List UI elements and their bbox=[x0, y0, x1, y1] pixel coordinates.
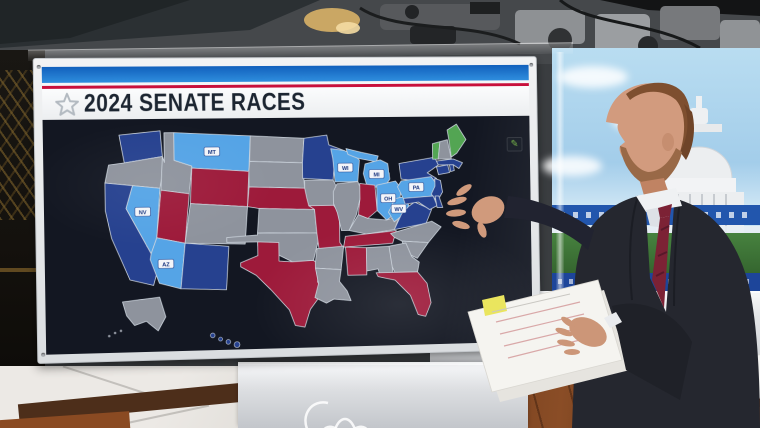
label-NV: NV bbox=[135, 207, 151, 216]
state-NV[interactable] bbox=[126, 185, 161, 254]
state-MI[interactable] bbox=[346, 148, 390, 187]
state-PA[interactable] bbox=[397, 177, 437, 199]
state-NY[interactable] bbox=[399, 157, 439, 183]
label-AZ: AZ bbox=[158, 259, 174, 268]
state-LA[interactable] bbox=[315, 267, 352, 303]
state-MO[interactable] bbox=[309, 205, 344, 249]
state-SD[interactable] bbox=[249, 161, 305, 189]
state-NC[interactable] bbox=[390, 221, 441, 243]
star-icon bbox=[55, 92, 80, 116]
presenter-right-hand bbox=[555, 316, 607, 355]
state-OH[interactable] bbox=[377, 181, 402, 220]
presenter-beard bbox=[620, 146, 682, 185]
presenter-tie bbox=[658, 204, 672, 218]
acrylic-panel-right-edge bbox=[556, 52, 564, 367]
svg-text:AZ: AZ bbox=[162, 262, 170, 268]
state-WI[interactable] bbox=[331, 148, 360, 182]
state-WA[interactable] bbox=[119, 131, 163, 163]
state-CA[interactable] bbox=[105, 182, 158, 286]
page-title: 2024 SENATE RACES bbox=[83, 88, 306, 118]
map-pedestal bbox=[238, 362, 528, 428]
state-ID[interactable] bbox=[160, 132, 192, 194]
label-PA: PA bbox=[409, 183, 424, 192]
state-HI[interactable] bbox=[210, 332, 240, 348]
svg-text:OH: OH bbox=[384, 197, 392, 203]
svg-text:WV: WV bbox=[394, 207, 403, 213]
state-MD[interactable] bbox=[403, 196, 437, 210]
state-KY[interactable] bbox=[349, 214, 400, 234]
svg-text:NV: NV bbox=[139, 210, 147, 216]
state-TX[interactable] bbox=[240, 241, 324, 329]
label-WV: WV bbox=[391, 204, 406, 213]
state-MA[interactable] bbox=[436, 159, 462, 169]
presenter-sleeve bbox=[504, 196, 594, 250]
state-IA[interactable] bbox=[305, 180, 339, 206]
aleutian-islands bbox=[107, 329, 123, 338]
label-MI: MI bbox=[369, 170, 384, 179]
state-FL[interactable] bbox=[376, 272, 431, 318]
state-GA[interactable] bbox=[387, 243, 419, 273]
sticky-note bbox=[482, 295, 507, 316]
presenter bbox=[446, 82, 760, 428]
label-MT: MT bbox=[204, 147, 220, 156]
studio-ceiling bbox=[0, 0, 760, 64]
state-KS[interactable] bbox=[257, 208, 317, 234]
title-banner: 2024 SENATE RACES bbox=[42, 85, 530, 120]
us-states[interactable]: MT NV AZ WI MI OH PA bbox=[104, 124, 469, 351]
gold-trim bbox=[0, 268, 38, 272]
state-TN[interactable] bbox=[343, 231, 396, 248]
state-CO[interactable] bbox=[185, 203, 249, 245]
state-UT[interactable] bbox=[156, 190, 190, 244]
state-AR[interactable] bbox=[315, 246, 344, 270]
svg-text:PA: PA bbox=[413, 186, 421, 192]
state-NM[interactable] bbox=[180, 242, 229, 290]
state-IN[interactable] bbox=[358, 183, 377, 218]
state-NE[interactable] bbox=[247, 186, 314, 211]
svg-text:MI: MI bbox=[374, 172, 381, 178]
state-MS[interactable] bbox=[346, 247, 367, 276]
svg-text:WI: WI bbox=[342, 166, 349, 172]
state-VA[interactable] bbox=[394, 202, 432, 230]
state-IL[interactable] bbox=[333, 181, 362, 230]
state-ND[interactable] bbox=[249, 135, 304, 163]
state-WY[interactable] bbox=[190, 167, 250, 207]
label-OH: OH bbox=[381, 194, 396, 203]
us-senate-map[interactable]: MT NV AZ WI MI OH PA bbox=[42, 115, 533, 355]
state-AL[interactable] bbox=[366, 246, 393, 275]
backdrop-white-strip bbox=[552, 226, 760, 233]
presenter-hand bbox=[446, 184, 505, 238]
state-OR[interactable] bbox=[105, 156, 165, 189]
state-AK[interactable] bbox=[122, 297, 166, 332]
svg-text:MT: MT bbox=[208, 150, 217, 156]
senate-map-board[interactable]: 2024 SENATE RACES bbox=[32, 56, 542, 364]
label-WI: WI bbox=[338, 163, 353, 172]
papers bbox=[467, 279, 630, 402]
